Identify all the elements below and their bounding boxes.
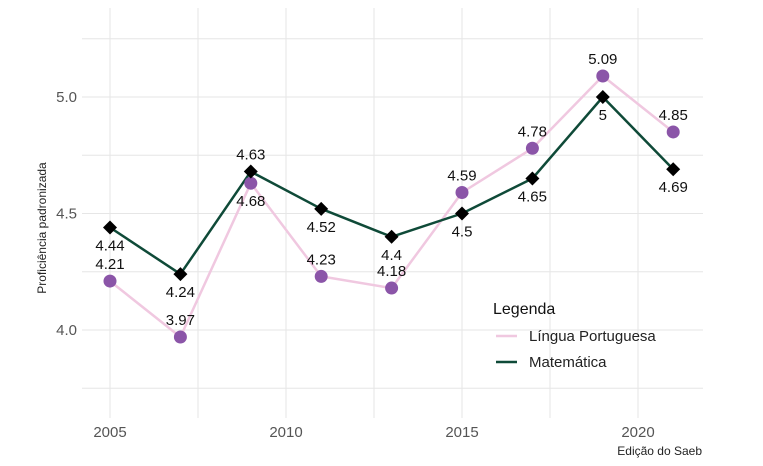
point-lingua-portuguesa <box>314 269 328 283</box>
y-tick-label: 5.0 <box>56 89 77 106</box>
data-label-lingua-portuguesa: 5.09 <box>588 51 617 68</box>
data-label-matematica: 4.65 <box>518 189 547 206</box>
data-label-matematica: 4.63 <box>236 147 265 164</box>
legend: Legenda Língua Portuguesa Matemática <box>493 301 656 371</box>
legend-title: Legenda <box>493 301 555 318</box>
point-matematica <box>243 164 258 179</box>
data-label-matematica: 4.4 <box>381 247 402 264</box>
point-matematica <box>173 267 188 282</box>
point-matematica <box>666 162 681 177</box>
x-tick-label: 2015 <box>445 424 478 441</box>
x-tick-label: 2010 <box>269 424 302 441</box>
data-label-lingua-portuguesa: 4.59 <box>447 168 476 185</box>
point-lingua-portuguesa <box>596 69 610 83</box>
data-label-matematica: 4.5 <box>452 224 473 241</box>
point-lingua-portuguesa <box>173 330 187 344</box>
data-label-lingua-portuguesa: 4.85 <box>659 107 688 124</box>
data-labels: 4.213.974.684.234.184.594.785.094.854.44… <box>95 51 687 329</box>
point-matematica <box>595 90 610 104</box>
point-matematica <box>103 220 117 235</box>
legend-label: Matemática <box>529 354 607 371</box>
point-matematica <box>314 201 329 216</box>
point-matematica <box>384 229 399 244</box>
y-tick-label: 4.0 <box>56 322 77 339</box>
grid <box>82 8 703 418</box>
data-label-lingua-portuguesa: 4.78 <box>518 123 547 140</box>
series-layer <box>103 69 681 344</box>
point-lingua-portuguesa <box>385 281 399 295</box>
data-label-lingua-portuguesa: 4.68 <box>236 193 265 210</box>
point-lingua-portuguesa <box>455 186 469 200</box>
y-axis-ticks: 4.0 4.5 5.0 <box>56 89 77 339</box>
data-label-matematica: 5 <box>599 107 607 124</box>
data-label-matematica: 4.69 <box>659 179 688 196</box>
data-label-lingua-portuguesa: 3.97 <box>166 312 195 329</box>
x-tick-label: 2020 <box>621 424 654 441</box>
y-axis-title: Proficiência padronizada <box>35 162 49 294</box>
data-label-lingua-portuguesa: 4.21 <box>95 256 124 273</box>
data-label-matematica: 4.24 <box>166 284 195 301</box>
point-lingua-portuguesa <box>244 176 258 190</box>
point-matematica <box>455 206 469 221</box>
point-lingua-portuguesa <box>666 125 680 139</box>
x-tick-label: 2005 <box>93 424 126 441</box>
data-label-matematica: 4.52 <box>307 219 336 236</box>
x-axis-ticks: 2005 2010 2015 2020 <box>93 424 654 441</box>
point-lingua-portuguesa <box>103 274 117 288</box>
data-label-matematica: 4.44 <box>95 237 124 254</box>
legend-label: Língua Portuguesa <box>529 328 656 345</box>
data-label-lingua-portuguesa: 4.18 <box>377 263 406 280</box>
point-matematica <box>525 171 540 186</box>
x-axis-title: Edição do Saeb <box>617 444 702 458</box>
point-lingua-portuguesa <box>525 141 539 155</box>
y-tick-label: 4.5 <box>56 206 77 223</box>
data-label-lingua-portuguesa: 4.23 <box>307 251 336 268</box>
